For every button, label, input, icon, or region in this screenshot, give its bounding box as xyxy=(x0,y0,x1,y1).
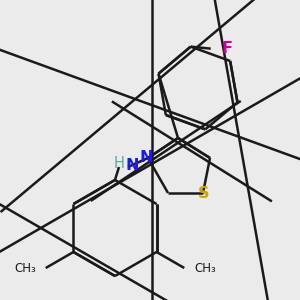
Text: N: N xyxy=(139,151,153,166)
Text: N: N xyxy=(125,158,139,173)
Text: H: H xyxy=(114,155,124,170)
Text: CH₃: CH₃ xyxy=(14,262,36,275)
Text: S: S xyxy=(198,185,210,200)
Text: F: F xyxy=(221,41,232,56)
Text: CH₃: CH₃ xyxy=(194,262,216,275)
